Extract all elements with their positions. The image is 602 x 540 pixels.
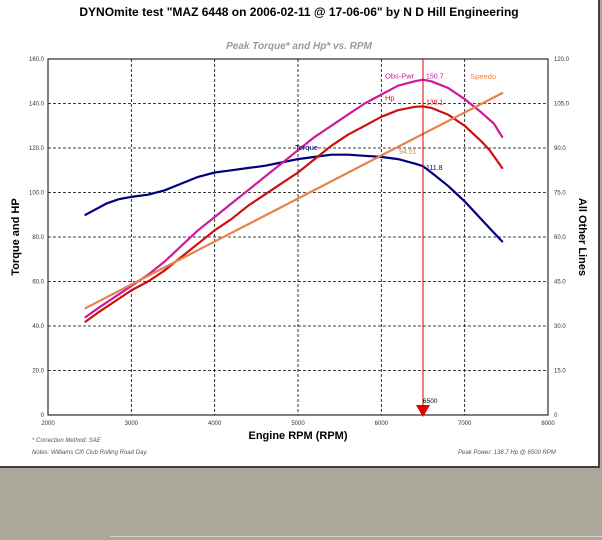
chart-grid [48,59,548,415]
series-line-hp [84,105,504,323]
y-tick-label: 100.0 [29,191,45,197]
peak-power-note: Peak Power: 138.7 Hp @ 6500 RPM [458,450,556,456]
x-axis-label: Engine RPM (RPM) [249,430,348,442]
report-title: DYNOmite test "MAZ 6448 on 2006-02-11 @ … [79,5,519,19]
y2-tick-label: 15.0 [554,369,566,375]
x-tick-label: 7000 [458,421,472,427]
correction-note: * Correction Method: SAE [32,438,101,444]
y2-tick-label: 120.0 [554,57,570,63]
y2-tick-label: 105.0 [554,102,570,108]
cursor-rpm-label: 6500 [423,398,438,405]
series-group [84,78,504,323]
y-tick-label: 20.0 [32,369,44,375]
cursor-marker [416,405,430,417]
y2-tick-label: 90.0 [554,146,566,152]
series-name-obs-pwr: Obs-Pwr [385,72,415,81]
x-tick-label: 6000 [375,421,389,427]
series-line-obs-pwr [84,78,504,319]
y2-tick-label: 0 [554,413,558,419]
chart-title: Peak Torque* and Hp* vs. RPM [226,41,372,52]
y-tick-label: 40.0 [32,324,44,330]
y-tick-label: 160.0 [29,57,45,63]
speedo-value-label: 94.51 [399,149,417,156]
y2-tick-label: 45.0 [554,280,566,286]
x-tick-label: 3000 [125,421,139,427]
series-name-speedo: Speedo [470,72,496,81]
y-tick-label: 80.0 [32,235,44,241]
desktop-strip-line [110,536,602,537]
notes-line: Notes: Williams Clñ Club Rolling Road Da… [32,450,148,456]
y2-axis-label: All Other Lines [576,198,588,276]
peak-value-torque: 111.8 [426,165,443,172]
axis-ticks: 2000 3000 4000 5000 6000 7000 8000 0 20.0 40.0 60.… [29,57,570,427]
desktop-strip [0,468,602,540]
y-tick-label: 140.0 [29,102,45,108]
series-labels: Torque Hp Obs-Pwr Speedo 94.51 111.8 138.1 150.… [295,72,496,173]
series-name-hp: Hp [385,93,395,102]
dyno-report-window [0,0,600,468]
x-tick-label: 2000 [41,421,55,427]
y2-tick-label: 75.0 [554,191,566,197]
y-tick-label: 120.0 [29,146,45,152]
y-tick-label: 60.0 [32,280,44,286]
y-tick-label: 0 [41,413,45,419]
x-tick-label: 8000 [541,421,555,427]
series-name-torque: Torque [295,143,318,152]
dyno-chart: 2000 3000 4000 5000 6000 7000 8000 0 20.0 40.0 60.… [10,57,588,442]
series-line-torque [84,153,504,243]
plot-frame [47,58,549,416]
y-axis-label: Torque and HP [10,198,22,275]
series-line-speedo [84,91,504,310]
peak-value-hp: 138.1 [426,99,444,106]
x-tick-label: 4000 [208,421,222,427]
x-tick-label: 5000 [291,421,305,427]
rpm-cursor: 6500 [416,59,438,417]
y2-tick-label: 30.0 [554,324,566,330]
y2-tick-label: 60.0 [554,235,566,241]
peak-value-obs-pwr: 150.7 [426,74,444,81]
